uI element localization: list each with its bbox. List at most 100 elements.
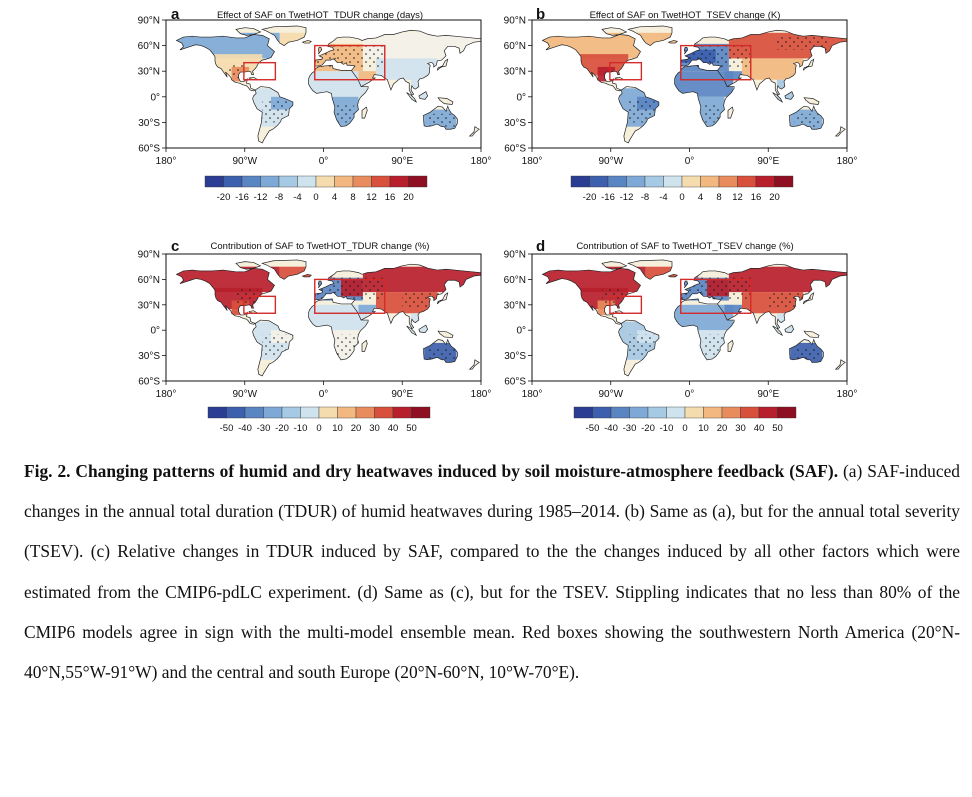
colorbar: -20 -16 -12 -8 -4 0 4 8 12 16 20 bbox=[204, 175, 428, 203]
colorbar-swatch bbox=[315, 175, 335, 188]
caption-lead: Fig. 2. Changing patterns of humid and d… bbox=[24, 461, 839, 481]
lon-label: 180° bbox=[156, 156, 177, 167]
colorbar-swatch bbox=[592, 406, 612, 419]
colorbar: -50 -40 -30 -20 -10 0 10 20 30 40 50 bbox=[207, 406, 431, 434]
colorbar-swatch bbox=[666, 406, 686, 419]
colorbar-swatch bbox=[758, 406, 778, 419]
box-sw-north-america bbox=[609, 61, 643, 81]
colorbar-tick: 40 bbox=[754, 423, 765, 434]
colorbar-swatch bbox=[774, 175, 794, 188]
colorbar-swatch bbox=[663, 175, 683, 188]
lat-label: 60°S bbox=[504, 144, 526, 155]
box-sw-north-america bbox=[609, 295, 643, 314]
lon-label: 180° bbox=[156, 389, 177, 400]
colorbar-tick: -12 bbox=[254, 192, 268, 203]
colorbar-swatch bbox=[684, 406, 704, 419]
colorbar-tick: 10 bbox=[332, 423, 343, 434]
colorbar-tick: -40 bbox=[238, 423, 252, 434]
colorbar-swatch bbox=[411, 406, 431, 419]
colorbar-swatch bbox=[223, 175, 243, 188]
lon-label: 90°W bbox=[232, 156, 257, 167]
lat-label: 30°N bbox=[138, 67, 160, 78]
panel-letter: d bbox=[536, 238, 545, 255]
colorbar-tick: 8 bbox=[350, 192, 355, 203]
colorbar-tick: -4 bbox=[659, 192, 667, 203]
lon-label: 180° bbox=[522, 389, 543, 400]
box-sw-north-america bbox=[243, 295, 277, 314]
colorbar-swatch bbox=[300, 406, 320, 419]
lat-label: 60°S bbox=[138, 144, 160, 155]
colorbar-swatch bbox=[589, 175, 609, 188]
colorbar-tick: -50 bbox=[220, 423, 234, 434]
lon-label: 90°W bbox=[598, 156, 623, 167]
colorbar-tick: -8 bbox=[275, 192, 283, 203]
colorbar-tick: 4 bbox=[698, 192, 703, 203]
lat-label: 30°S bbox=[138, 118, 160, 129]
colorbar-swatch bbox=[389, 175, 409, 188]
colorbar-swatch bbox=[737, 175, 757, 188]
colorbar-swatch bbox=[573, 406, 593, 419]
colorbar-swatch bbox=[740, 406, 760, 419]
colorbar-tick: -4 bbox=[293, 192, 301, 203]
lat-label: 30°S bbox=[504, 351, 526, 362]
colorbar-tick: -20 bbox=[641, 423, 655, 434]
colorbar-tick: 0 bbox=[679, 192, 684, 203]
box-europe bbox=[314, 44, 386, 81]
colorbar-swatch bbox=[607, 175, 627, 188]
colorbar-tick: 50 bbox=[772, 423, 783, 434]
colorbar-swatch bbox=[626, 175, 646, 188]
colorbar-swatch bbox=[355, 406, 375, 419]
panel-letter: a bbox=[171, 6, 180, 23]
colorbar-swatch bbox=[371, 175, 391, 188]
caption-body: (a) SAF-induced changes in the annual to… bbox=[24, 461, 960, 683]
box-europe bbox=[680, 278, 752, 314]
colorbar-tick: -16 bbox=[601, 192, 615, 203]
lat-label: 60°S bbox=[504, 377, 526, 388]
colorbar-swatch bbox=[629, 406, 649, 419]
lat-label: 90°N bbox=[504, 250, 526, 261]
colorbar-tick: -10 bbox=[660, 423, 674, 434]
lon-label: 180° bbox=[837, 156, 858, 167]
lon-label: 0° bbox=[685, 156, 695, 167]
lat-label: 60°S bbox=[138, 377, 160, 388]
lat-label: 30°N bbox=[504, 67, 526, 78]
colorbar-tick: 20 bbox=[769, 192, 780, 203]
panel-title: Contribution of SAF to TwetHOT_TSEV chan… bbox=[576, 241, 793, 252]
figure-caption: Fig. 2. Changing patterns of humid and d… bbox=[24, 451, 960, 692]
box-europe bbox=[314, 278, 386, 314]
lat-label: 30°N bbox=[504, 300, 526, 311]
colorbar-tick: -50 bbox=[586, 423, 600, 434]
colorbar-swatch bbox=[297, 175, 317, 188]
lat-label: 0° bbox=[150, 92, 160, 103]
lat-label: 60°N bbox=[138, 41, 160, 52]
panel-title: Effect of SAF on TwetHOT_TSEV change (K) bbox=[590, 10, 781, 21]
lon-label: 180° bbox=[522, 156, 543, 167]
colorbar-tick: 20 bbox=[717, 423, 728, 434]
colorbar-swatch bbox=[352, 175, 372, 188]
lon-label: 90°W bbox=[598, 389, 623, 400]
colorbar-tick: 16 bbox=[751, 192, 762, 203]
colorbar-tick: -30 bbox=[257, 423, 271, 434]
colorbar-tick: 20 bbox=[403, 192, 414, 203]
colorbar-tick: 30 bbox=[369, 423, 380, 434]
colorbar-tick: -10 bbox=[294, 423, 308, 434]
colorbar-tick: -40 bbox=[604, 423, 618, 434]
colorbar-swatch bbox=[281, 406, 301, 419]
lon-label: 0° bbox=[685, 389, 695, 400]
lat-label: 60°N bbox=[504, 41, 526, 52]
colorbar: -50 -40 -30 -20 -10 0 10 20 30 40 50 bbox=[573, 406, 797, 434]
colorbar-swatch bbox=[681, 175, 701, 188]
colorbar-swatch bbox=[755, 175, 775, 188]
colorbar-tick: 16 bbox=[385, 192, 396, 203]
lat-label: 30°N bbox=[138, 300, 160, 311]
colorbar-swatch bbox=[374, 406, 394, 419]
lon-label: 90°E bbox=[391, 389, 413, 400]
colorbar-swatch bbox=[204, 175, 224, 188]
lat-label: 90°N bbox=[138, 250, 160, 261]
colorbar-tick: -8 bbox=[641, 192, 649, 203]
lat-label: 90°N bbox=[138, 16, 160, 27]
colorbar-tick: -16 bbox=[235, 192, 249, 203]
